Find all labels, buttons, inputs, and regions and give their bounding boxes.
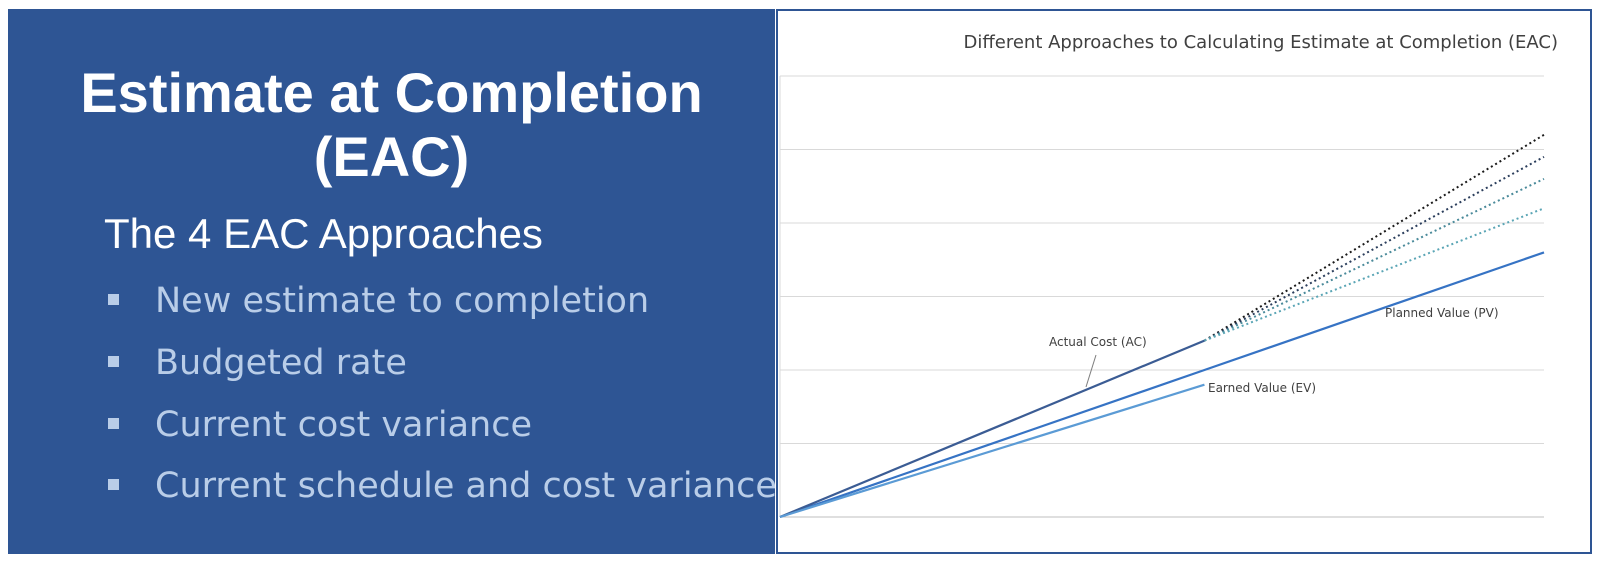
chart-series <box>779 133 1545 519</box>
series-label: Earned Value (EV) <box>1208 381 1316 395</box>
label-leader-line <box>1085 354 1097 388</box>
series-label: Actual Cost (AC) <box>1049 335 1147 349</box>
square-bullet-icon <box>108 294 119 305</box>
eac-chart: Different Approaches to Calculating Esti… <box>776 9 1592 554</box>
square-bullet-icon <box>108 479 119 490</box>
square-bullet-icon <box>108 356 119 367</box>
list-item-label: Budgeted rate <box>155 343 407 383</box>
series-line-earned-value-ev <box>779 383 1205 519</box>
series-line-actual-cost-ac <box>779 339 1205 519</box>
chart-gridlines <box>779 75 1544 518</box>
series-label: Planned Value (PV) <box>1385 306 1499 320</box>
list-item-label: New estimate to completion <box>155 281 650 321</box>
eac-projection-line-4 <box>1203 155 1545 342</box>
chart-series-labels: Actual Cost (AC) Planned Value (PV) Earned… <box>1049 306 1499 395</box>
eac-projection-line-3 <box>1203 133 1545 342</box>
eac-projection-line-6 <box>1204 207 1545 342</box>
list-item-label: Current cost variance <box>155 405 533 445</box>
slide-subtitle: The 4 EAC Approaches <box>104 210 543 257</box>
chart-canvas: Different Approaches to Calculating Esti… <box>779 32 1558 519</box>
slide-title: Estimate at Completion (EAC) <box>80 61 703 188</box>
list-item-label: Current schedule and cost variance <box>155 466 777 506</box>
title-panel: Estimate at Completion (EAC) The 4 EAC A… <box>8 9 777 554</box>
square-bullet-icon <box>108 418 119 429</box>
chart-title: Different Approaches to Calculating Esti… <box>964 32 1558 53</box>
series-line-planned-value-pv <box>779 251 1545 519</box>
